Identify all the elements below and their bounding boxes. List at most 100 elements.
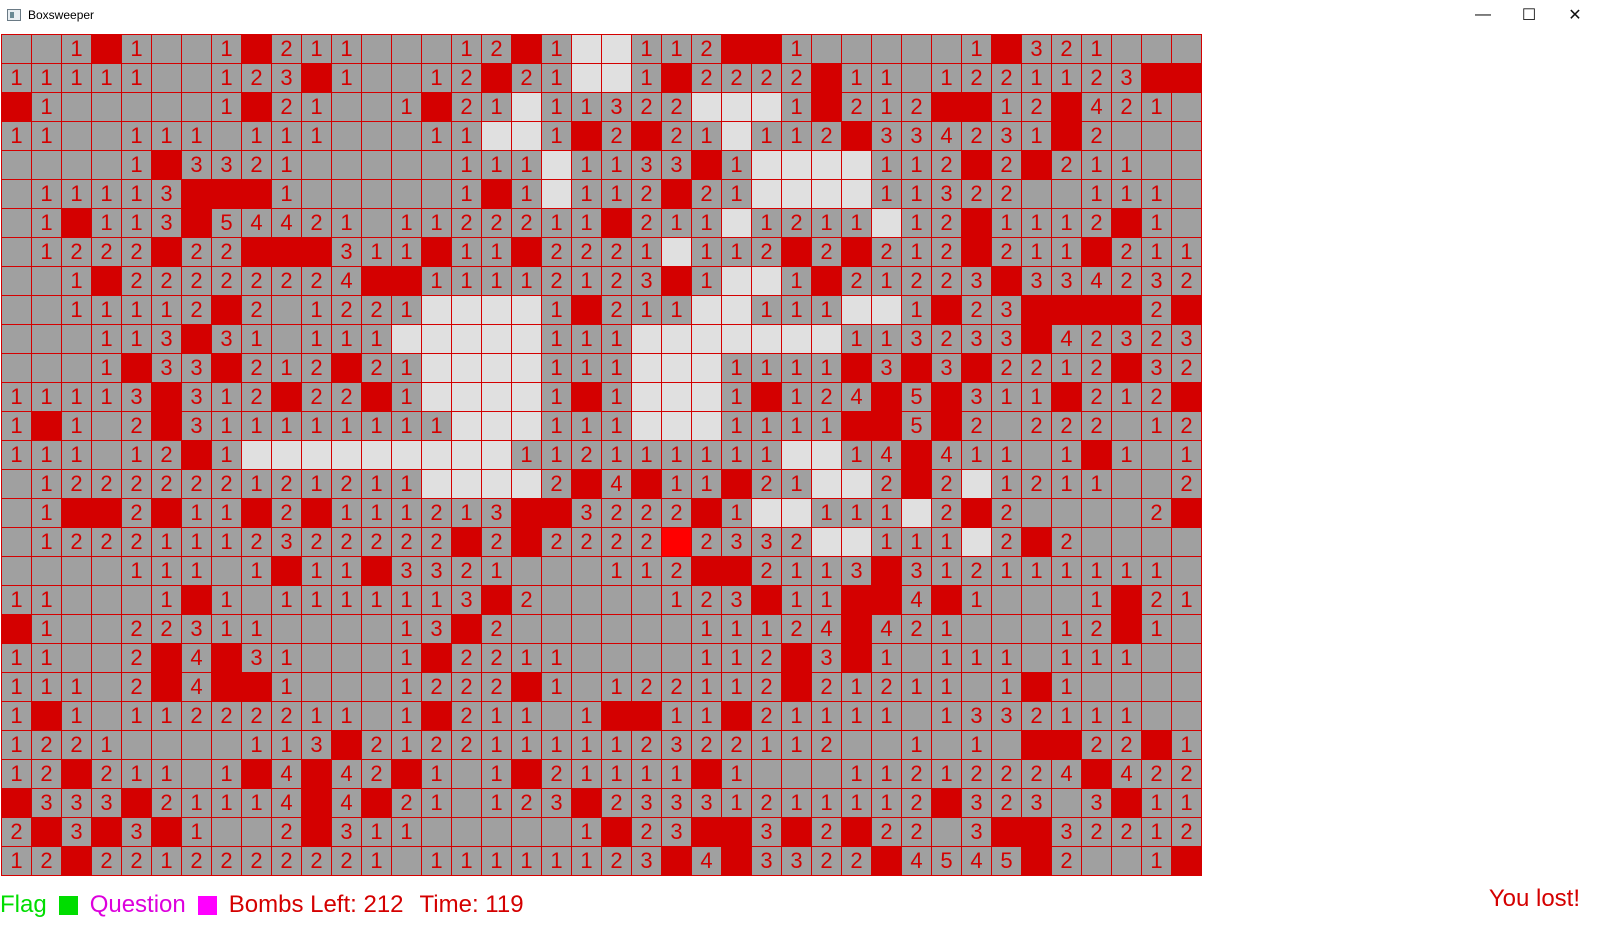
bomb-cell[interactable] xyxy=(1052,122,1082,151)
number-cell[interactable]: 1 xyxy=(452,267,482,296)
number-cell[interactable]: 1 xyxy=(392,412,422,441)
number-cell[interactable]: 3 xyxy=(992,325,1022,354)
hidden-cell[interactable] xyxy=(272,615,302,644)
number-cell[interactable]: 1 xyxy=(362,412,392,441)
number-cell[interactable]: 2 xyxy=(512,789,542,818)
number-cell[interactable]: 1 xyxy=(992,441,1022,470)
number-cell[interactable]: 2 xyxy=(122,847,152,876)
hidden-cell[interactable] xyxy=(302,615,332,644)
hidden-cell[interactable] xyxy=(632,586,662,615)
bomb-cell[interactable] xyxy=(812,267,842,296)
empty-cell[interactable] xyxy=(572,35,602,64)
number-cell[interactable]: 1 xyxy=(272,151,302,180)
hidden-cell[interactable] xyxy=(32,325,62,354)
number-cell[interactable]: 2 xyxy=(1112,818,1142,847)
number-cell[interactable]: 1 xyxy=(902,528,932,557)
empty-cell[interactable] xyxy=(722,267,752,296)
number-cell[interactable]: 1 xyxy=(902,731,932,760)
number-cell[interactable]: 1 xyxy=(272,354,302,383)
hidden-cell[interactable] xyxy=(1172,209,1202,238)
hidden-cell[interactable] xyxy=(2,209,32,238)
number-cell[interactable]: 1 xyxy=(92,64,122,93)
number-cell[interactable]: 1 xyxy=(722,673,752,702)
bomb-cell[interactable] xyxy=(662,180,692,209)
hidden-cell[interactable] xyxy=(32,557,62,586)
bomb-cell[interactable] xyxy=(962,151,992,180)
hidden-cell[interactable] xyxy=(212,557,242,586)
bomb-cell[interactable] xyxy=(1022,325,1052,354)
number-cell[interactable]: 1 xyxy=(542,296,572,325)
hidden-cell[interactable] xyxy=(662,644,692,673)
empty-cell[interactable] xyxy=(782,180,812,209)
empty-cell[interactable] xyxy=(422,325,452,354)
hidden-cell[interactable] xyxy=(62,586,92,615)
hidden-cell[interactable] xyxy=(992,731,1022,760)
number-cell[interactable]: 4 xyxy=(272,209,302,238)
number-cell[interactable]: 1 xyxy=(932,557,962,586)
number-cell[interactable]: 2 xyxy=(962,180,992,209)
number-cell[interactable]: 1 xyxy=(182,818,212,847)
empty-cell[interactable] xyxy=(452,325,482,354)
number-cell[interactable]: 1 xyxy=(932,644,962,673)
number-cell[interactable]: 1 xyxy=(332,35,362,64)
number-cell[interactable]: 3 xyxy=(1052,267,1082,296)
number-cell[interactable]: 2 xyxy=(1052,35,1082,64)
number-cell[interactable]: 3 xyxy=(812,644,842,673)
number-cell[interactable]: 1 xyxy=(452,151,482,180)
number-cell[interactable]: 2 xyxy=(362,731,392,760)
number-cell[interactable]: 2 xyxy=(812,673,842,702)
number-cell[interactable]: 1 xyxy=(2,760,32,789)
hidden-cell[interactable] xyxy=(332,122,362,151)
number-cell[interactable]: 2 xyxy=(1022,354,1052,383)
number-cell[interactable]: 1 xyxy=(212,412,242,441)
empty-cell[interactable] xyxy=(512,93,542,122)
empty-cell[interactable] xyxy=(812,180,842,209)
number-cell[interactable]: 1 xyxy=(2,122,32,151)
number-cell[interactable]: 1 xyxy=(782,354,812,383)
number-cell[interactable]: 2 xyxy=(62,528,92,557)
number-cell[interactable]: 2 xyxy=(302,847,332,876)
number-cell[interactable]: 1 xyxy=(1052,209,1082,238)
number-cell[interactable]: 2 xyxy=(812,383,842,412)
number-cell[interactable]: 3 xyxy=(332,818,362,847)
number-cell[interactable]: 2 xyxy=(632,528,662,557)
number-cell[interactable]: 1 xyxy=(602,673,632,702)
hidden-cell[interactable] xyxy=(902,64,932,93)
number-cell[interactable]: 2 xyxy=(962,557,992,586)
bomb-cell[interactable] xyxy=(512,673,542,702)
bomb-cell[interactable] xyxy=(512,760,542,789)
hidden-cell[interactable] xyxy=(1022,441,1052,470)
number-cell[interactable]: 2 xyxy=(992,354,1022,383)
hidden-cell[interactable] xyxy=(392,151,422,180)
hidden-cell[interactable] xyxy=(1142,441,1172,470)
number-cell[interactable]: 1 xyxy=(902,238,932,267)
number-cell[interactable]: 1 xyxy=(782,412,812,441)
bomb-cell[interactable] xyxy=(662,64,692,93)
empty-cell[interactable] xyxy=(542,180,572,209)
number-cell[interactable]: 1 xyxy=(242,470,272,499)
number-cell[interactable]: 1 xyxy=(122,296,152,325)
number-cell[interactable]: 2 xyxy=(842,847,872,876)
hidden-cell[interactable] xyxy=(32,35,62,64)
hidden-cell[interactable] xyxy=(332,93,362,122)
number-cell[interactable]: 1 xyxy=(1022,383,1052,412)
bomb-cell[interactable] xyxy=(62,499,92,528)
number-cell[interactable]: 1 xyxy=(512,180,542,209)
bomb-cell[interactable] xyxy=(602,209,632,238)
number-cell[interactable]: 3 xyxy=(182,151,212,180)
number-cell[interactable]: 3 xyxy=(182,615,212,644)
hidden-cell[interactable] xyxy=(92,93,122,122)
hidden-cell[interactable] xyxy=(2,267,32,296)
number-cell[interactable]: 1 xyxy=(392,296,422,325)
number-cell[interactable]: 2 xyxy=(1112,731,1142,760)
number-cell[interactable]: 2 xyxy=(1142,296,1172,325)
bomb-cell[interactable] xyxy=(212,673,242,702)
number-cell[interactable]: 1 xyxy=(572,818,602,847)
empty-cell[interactable] xyxy=(752,499,782,528)
empty-cell[interactable] xyxy=(452,441,482,470)
hidden-cell[interactable] xyxy=(992,586,1022,615)
number-cell[interactable]: 1 xyxy=(1172,441,1202,470)
number-cell[interactable]: 1 xyxy=(482,267,512,296)
number-cell[interactable]: 1 xyxy=(392,615,422,644)
number-cell[interactable]: 1 xyxy=(1052,64,1082,93)
